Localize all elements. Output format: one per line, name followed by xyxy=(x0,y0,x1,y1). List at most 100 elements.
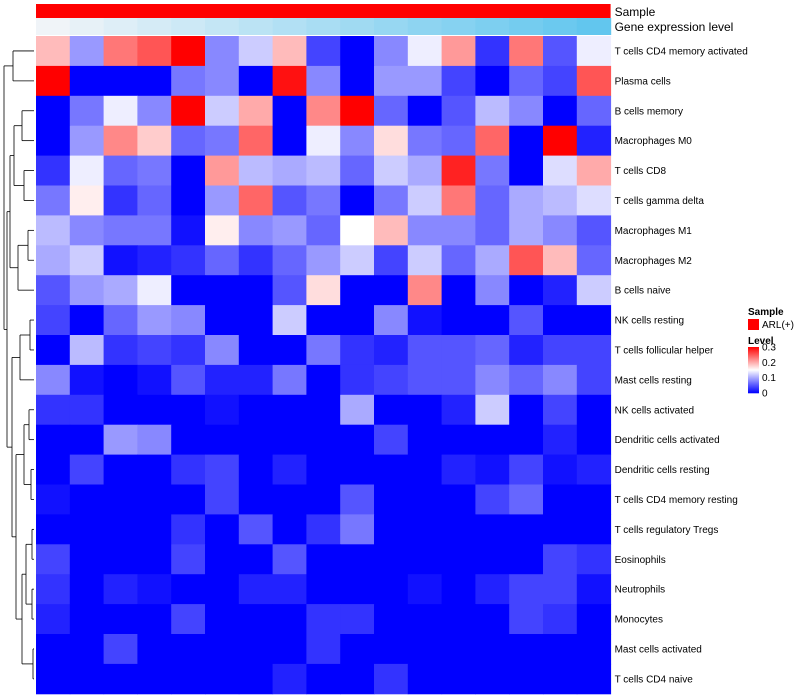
legend-gradient-step xyxy=(748,389,759,391)
row-label: T cells follicular helper xyxy=(615,345,714,356)
heatmap-cell xyxy=(509,65,544,97)
heatmap-cell xyxy=(205,604,240,635)
heatmap-cell xyxy=(272,663,307,695)
heatmap-cell xyxy=(340,185,375,216)
heatmap-cell xyxy=(509,604,544,635)
heatmap-cell xyxy=(137,125,172,157)
expression-annotation-cell xyxy=(407,18,443,35)
heatmap-cell xyxy=(407,215,443,246)
heatmap-cell xyxy=(69,185,105,216)
heatmap-cell xyxy=(205,305,240,336)
heatmap-cell xyxy=(374,604,409,635)
heatmap-cell xyxy=(509,95,544,127)
row-label: NK cells activated xyxy=(615,405,694,416)
heatmap-cell xyxy=(340,215,375,246)
heatmap-cell xyxy=(306,215,341,246)
legend-gradient-step xyxy=(748,359,759,361)
heatmap-cell xyxy=(441,424,476,456)
heatmap-cell xyxy=(238,65,274,97)
expression-annotation-cell xyxy=(103,18,138,35)
heatmap-cell xyxy=(171,663,206,695)
heatmap-cell xyxy=(205,65,240,97)
expression-annotation-cell xyxy=(441,18,476,35)
heatmap-cell xyxy=(441,574,476,605)
heatmap-cell xyxy=(340,574,375,605)
heatmap-cell xyxy=(137,454,172,485)
heatmap-cell xyxy=(205,275,240,306)
heatmap-cell xyxy=(340,634,375,665)
heatmap-cell xyxy=(441,604,476,635)
heatmap-cell xyxy=(340,335,375,366)
heatmap-cell xyxy=(306,155,341,186)
heatmap-cell xyxy=(272,574,307,605)
legend-gradient-step xyxy=(748,378,759,380)
heatmap-cell xyxy=(306,454,341,485)
legend-gradient-step xyxy=(748,381,759,383)
heatmap-cell xyxy=(441,65,476,97)
expression-annotation-cell xyxy=(374,18,409,35)
heatmap-cell xyxy=(475,245,510,276)
heatmap-cell xyxy=(475,215,510,246)
heatmap-cell xyxy=(69,125,105,157)
heatmap-cell xyxy=(69,394,105,426)
heatmap-cell xyxy=(340,245,375,276)
heatmap-cell xyxy=(475,663,510,695)
heatmap-cell xyxy=(441,454,476,485)
heatmap-cell xyxy=(374,65,409,97)
legend-gradient-step xyxy=(748,372,759,374)
heatmap-cell xyxy=(407,604,443,635)
heatmap-cell xyxy=(576,484,612,515)
heatmap-cell xyxy=(407,663,443,695)
heatmap-cell xyxy=(543,424,578,456)
legend-sample-entry: ARL(+) xyxy=(762,320,794,331)
heatmap-cell xyxy=(374,424,409,456)
heatmap-cell xyxy=(441,663,476,695)
heatmap-cell xyxy=(36,185,71,216)
heatmap-cell xyxy=(543,185,578,216)
heatmap-cell xyxy=(36,424,71,456)
heatmap-cell xyxy=(340,424,375,456)
heatmap-cell xyxy=(205,514,240,545)
heatmap-cell xyxy=(238,155,274,186)
heatmap-cell xyxy=(69,604,105,635)
heatmap-cell xyxy=(374,335,409,366)
heatmap-cell xyxy=(543,95,578,127)
legend-gradient-step xyxy=(748,350,759,352)
heatmap-cell xyxy=(137,305,172,336)
heatmap-cell xyxy=(543,215,578,246)
expression-annotation-cell xyxy=(475,18,510,35)
heatmap-cell xyxy=(475,65,510,97)
row-label: T cells CD4 naive xyxy=(615,674,694,685)
heatmap-cell xyxy=(509,275,544,306)
heatmap-cell xyxy=(441,125,476,157)
heatmap-cell xyxy=(441,484,476,515)
heatmap-cell xyxy=(171,215,206,246)
row-label: B cells memory xyxy=(615,106,683,117)
legend-gradient-step xyxy=(748,380,759,382)
heatmap-cell xyxy=(374,634,409,665)
heatmap-cell xyxy=(171,514,206,545)
heatmap-cell xyxy=(69,305,105,336)
heatmap-cell xyxy=(340,663,375,695)
heatmap-cell xyxy=(69,95,105,127)
row-label: Macrophages M1 xyxy=(615,226,693,237)
legend-gradient-step xyxy=(748,374,759,376)
heatmap-cell xyxy=(137,514,172,545)
heatmap-cell xyxy=(475,544,510,575)
heatmap-cell xyxy=(441,95,476,127)
legend-gradient-step xyxy=(748,353,759,355)
heatmap-cell xyxy=(171,65,206,97)
heatmap-cell xyxy=(441,305,476,336)
heatmap-cell xyxy=(103,155,138,186)
heatmap-cell xyxy=(475,574,510,605)
heatmap-cell xyxy=(205,394,240,426)
heatmap-cell xyxy=(36,275,71,306)
heatmap-cell xyxy=(36,663,71,695)
heatmap-cell xyxy=(441,36,476,67)
heatmap-cell xyxy=(306,424,341,456)
heatmap-cell xyxy=(576,394,612,426)
heatmap-cell xyxy=(340,604,375,635)
heatmap-cell xyxy=(306,335,341,366)
heatmap-cell xyxy=(69,574,105,605)
heatmap-cell xyxy=(576,634,612,665)
